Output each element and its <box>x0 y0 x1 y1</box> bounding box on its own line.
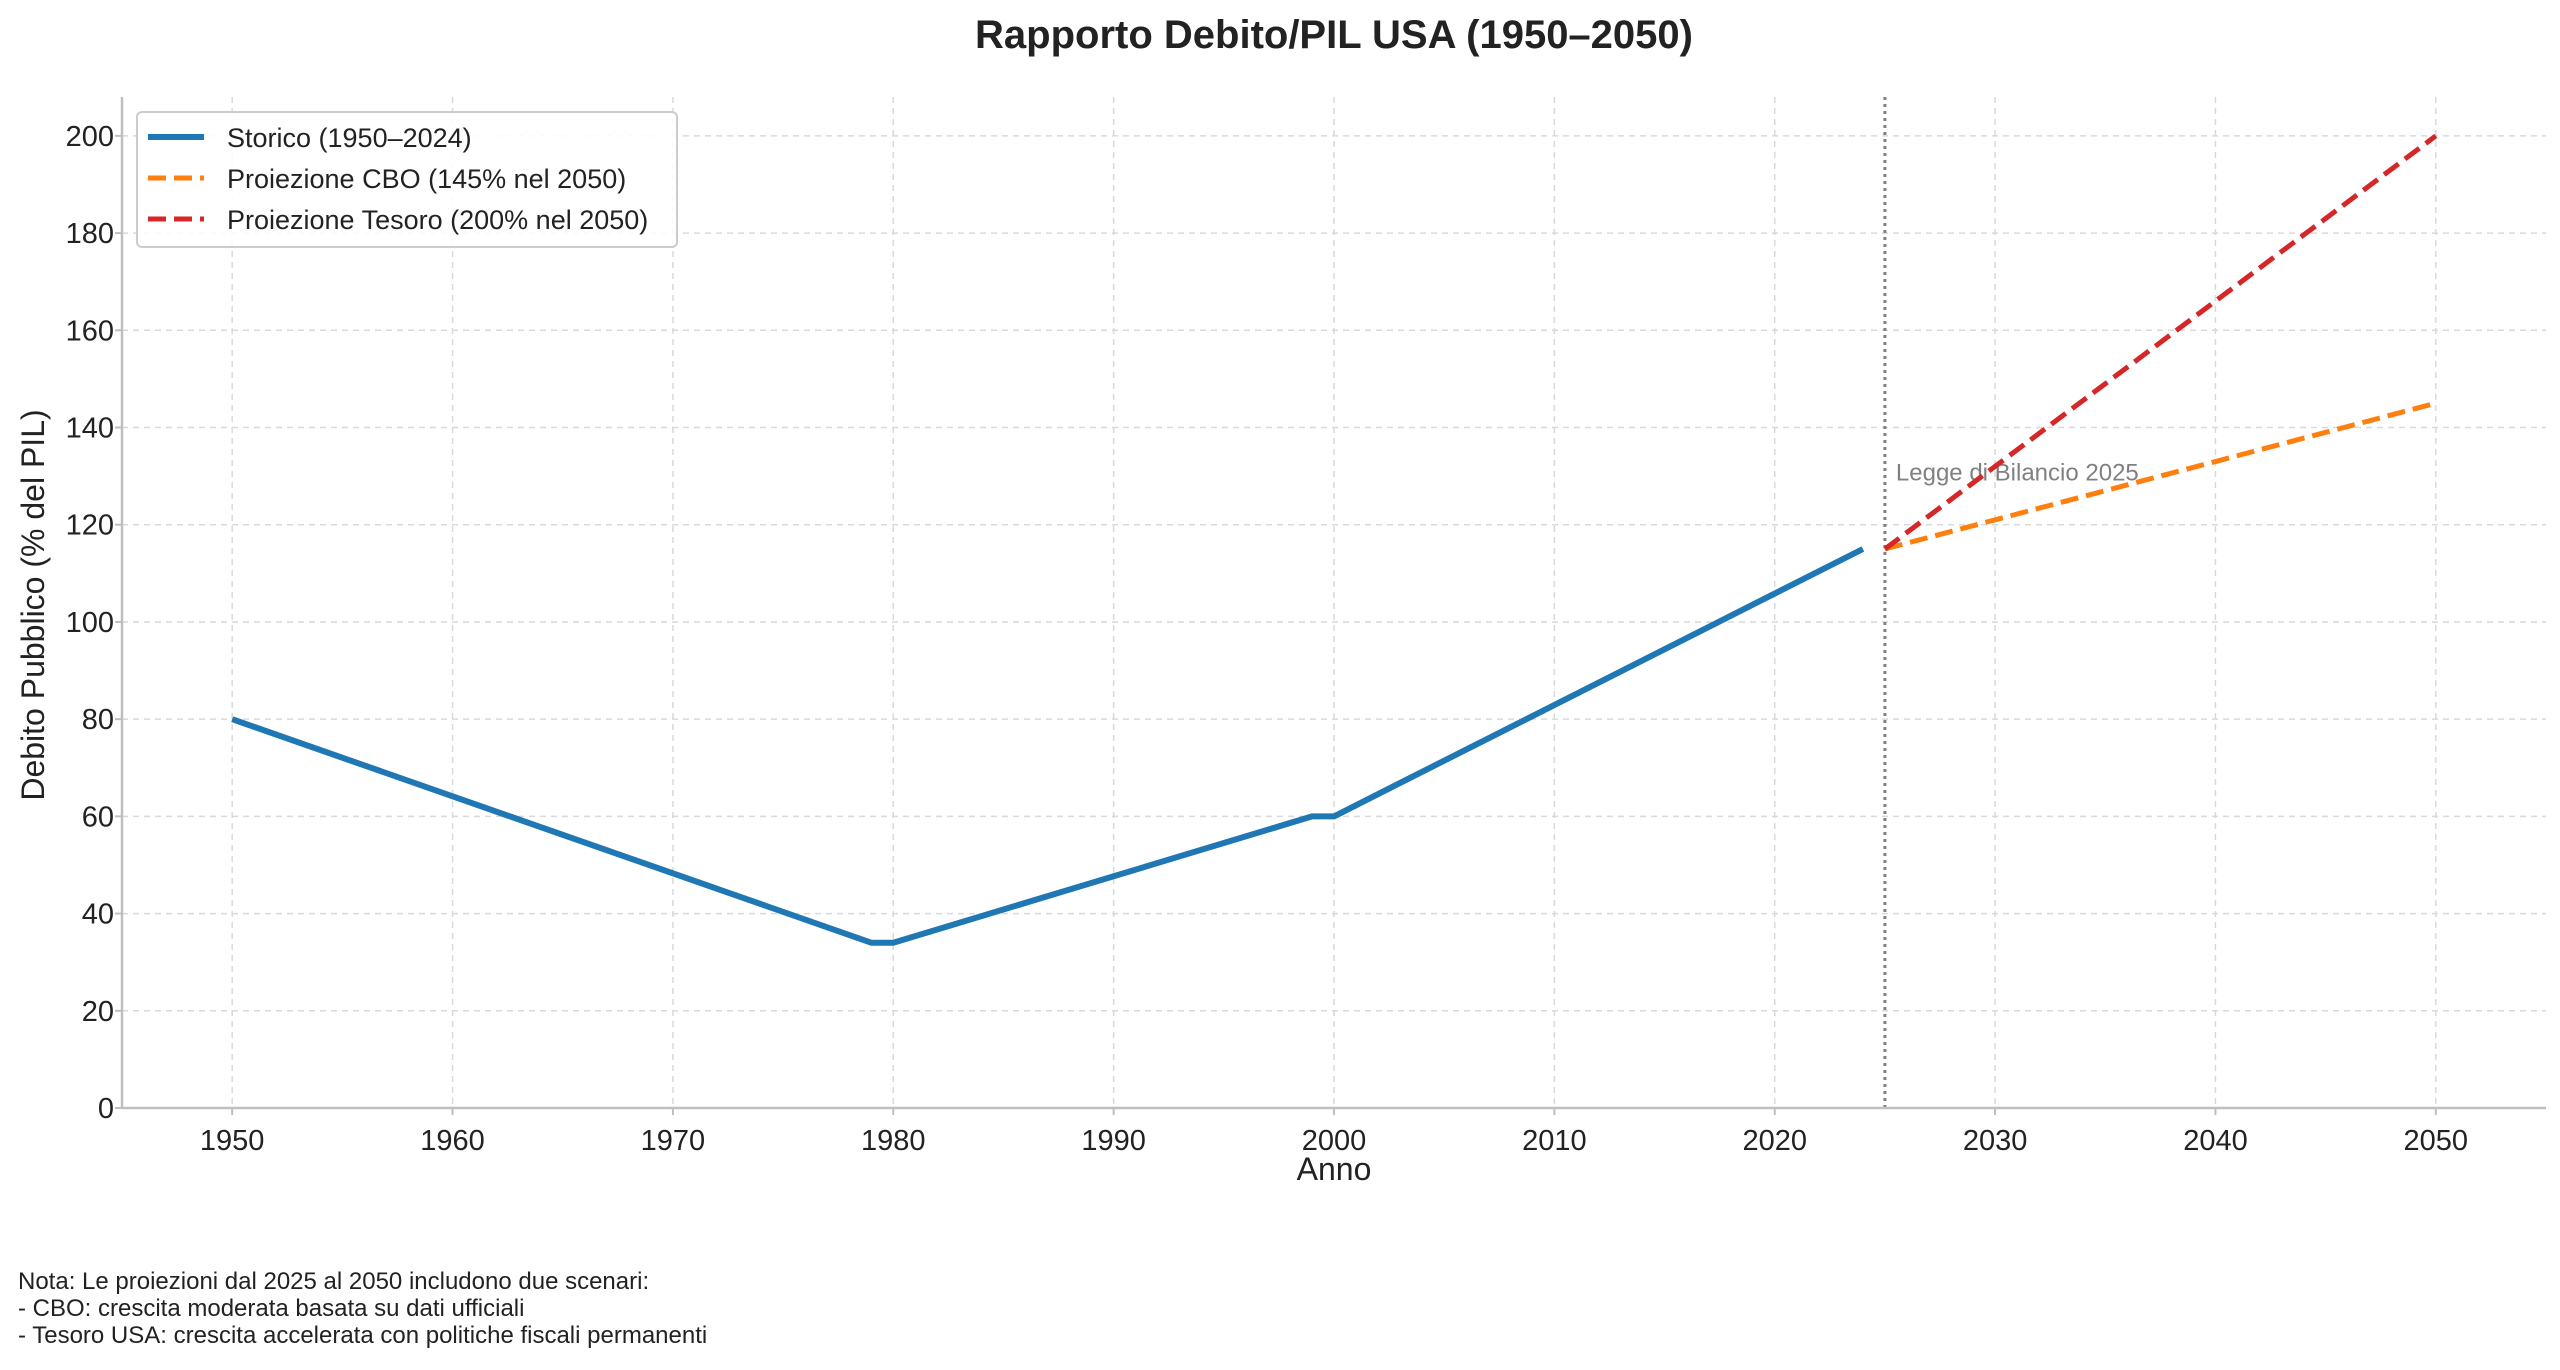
y-tick-label-200: 200 <box>66 121 114 153</box>
footnote-line-3: - Tesoro USA: crescita accelerata con po… <box>18 1322 708 1349</box>
footnote-line-1: Nota: Le proiezioni dal 2025 al 2050 inc… <box>18 1268 650 1295</box>
y-axis-title: Debito Pubblico (% del PIL) <box>15 409 51 800</box>
x-tick-label-2050: 2050 <box>2404 1125 2469 1157</box>
y-tick-label-120: 120 <box>66 510 114 542</box>
footnote-line-2: - CBO: crescita moderata basata su dati … <box>18 1295 525 1322</box>
x-tick-label-2030: 2030 <box>1963 1125 2028 1157</box>
axis-layer: 1950 1960 1970 1980 1990 2000 2010 2020 2030 2040… <box>66 97 2546 1157</box>
legend-label-0: Storico (1950–2024) <box>227 123 472 153</box>
legend-label-1: Proiezione CBO (145% nel 2050) <box>227 164 626 194</box>
x-axis-title: Anno <box>1297 1151 1372 1187</box>
series-line-0 <box>231 546 1865 946</box>
x-tick-label-2010: 2010 <box>1522 1125 1587 1157</box>
y-tick-label-60: 60 <box>82 801 114 833</box>
x-tick-label-1980: 1980 <box>861 1125 926 1157</box>
x-tick-label-2000: 2000 <box>1302 1125 1367 1157</box>
legend-frame <box>136 111 678 248</box>
legend-label-2: Proiezione Tesoro (200% nel 2050) <box>227 205 648 235</box>
y-tick-label-0: 0 <box>98 1093 114 1125</box>
y-tick-label-80: 80 <box>82 704 114 736</box>
x-tick-label-2040: 2040 <box>2183 1125 2248 1157</box>
y-tick-label-40: 40 <box>82 899 114 931</box>
chart-title: Rapporto Debito/PIL USA (1950–2050) <box>975 13 1693 57</box>
x-tick-label-2020: 2020 <box>1742 1125 1807 1157</box>
x-tick-label-1950: 1950 <box>200 1125 265 1157</box>
y-tick-label-20: 20 <box>82 996 114 1028</box>
legend: Storico (1950–2024) Proiezione CBO (145% … <box>136 111 678 248</box>
series-line-1 <box>1884 400 2437 552</box>
y-tick-label-180: 180 <box>66 218 114 250</box>
y-tick-label-140: 140 <box>66 413 114 445</box>
footnote: Nota: Le proiezioni dal 2025 al 2050 inc… <box>18 1268 707 1349</box>
y-tick-label-160: 160 <box>66 315 114 347</box>
x-tick-label-1960: 1960 <box>420 1125 485 1157</box>
y-tick-label-100: 100 <box>66 607 114 639</box>
reference-vline-label: Legge di Bilancio 2025 <box>1896 459 2139 486</box>
series-line-2 <box>1883 133 2438 552</box>
annotation-layer: Legge di Bilancio 2025 <box>1883 97 2139 1108</box>
x-tick-label-1970: 1970 <box>641 1125 706 1157</box>
grid-layer <box>122 97 2546 1109</box>
x-tick-label-1990: 1990 <box>1081 1125 1146 1157</box>
series-layer <box>231 133 2438 946</box>
